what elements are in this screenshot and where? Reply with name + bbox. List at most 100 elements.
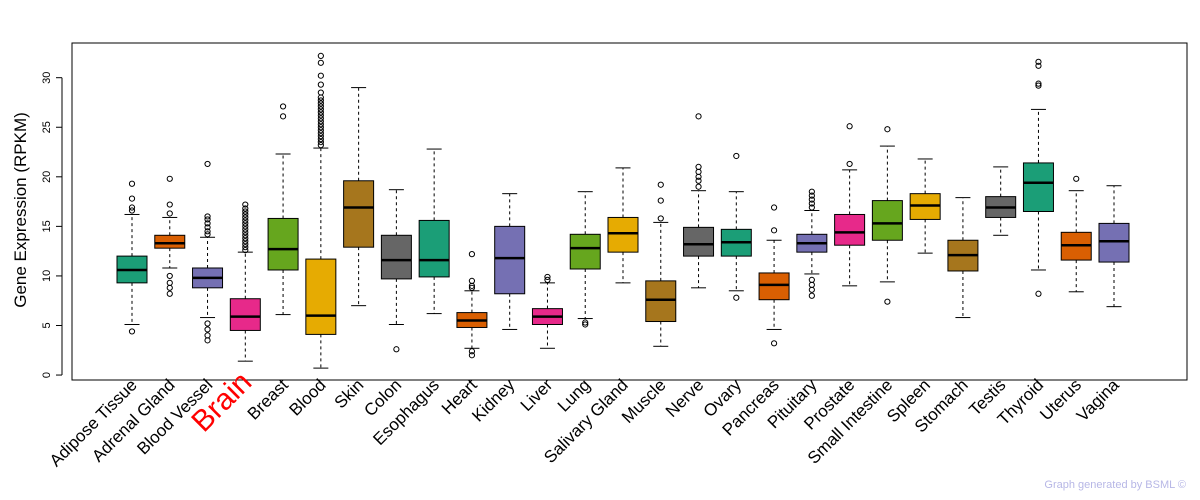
box-5 [305,258,337,335]
credit-text: Graph generated by BSML © [1044,479,1186,491]
outlier-point [808,276,815,283]
outlier-point [242,223,249,230]
outlier-point [166,175,173,182]
y-tick-label-3: 15 [41,220,53,232]
box-group-10 [494,193,526,330]
outlier-point [657,181,664,188]
outlier-point [317,133,324,140]
box-group-1 [154,175,186,297]
outlier-point [128,195,136,202]
outlier-point [808,192,815,199]
box-4 [267,217,299,271]
x-tick-label-11: Liver [517,375,557,415]
outlier-point [1035,80,1042,87]
outlier-point [317,103,324,110]
outlier-point [317,112,324,119]
outlier-point [544,276,551,283]
box-group-4 [267,103,299,316]
box-group-5 [305,52,337,369]
outlier-point [128,204,136,211]
outlier-point [242,235,249,242]
outlier-point [544,273,551,281]
x-tick-label-5: Blood [285,375,329,419]
box-13 [607,216,639,253]
outlier-point [695,168,702,175]
y-axis: 0 5 10 15 20 25 30 [41,72,63,378]
outlier-point [242,247,249,254]
plot-frame [71,42,1188,381]
box-group-20 [871,126,903,305]
box-group-19 [834,123,866,287]
x-tick-label-10: Kidney [468,375,519,426]
outlier-point [317,89,324,96]
outlier-point [317,115,324,122]
outlier-point [733,294,740,301]
outlier-point [317,130,324,137]
outlier-point [846,160,853,168]
box-14 [645,280,677,323]
outlier-point [468,348,476,355]
outlier-point [582,319,589,326]
box-6 [343,180,375,248]
box-group-18 [796,188,828,299]
y-tick-label-2: 10 [41,270,53,282]
box-19 [834,213,866,246]
outlier-point [770,340,778,347]
outlier-point [242,244,249,251]
outlier-point [1035,82,1042,89]
box-group-23 [985,166,1017,236]
outlier-point [166,201,173,208]
outlier-point [128,180,136,187]
box-group-3 [229,201,261,362]
outlier-point [884,298,891,305]
box-group-9 [456,251,488,359]
box-group-0 [116,180,148,335]
outlier-point [317,141,324,149]
outlier-point [242,214,249,221]
box-group-17 [758,204,790,347]
outlier-point [204,160,211,168]
outlier-point [317,124,324,131]
box-3 [229,298,261,331]
outlier-point [166,210,173,217]
box-group-11 [531,273,563,349]
box-group-14 [645,181,677,347]
outlier-point [657,197,664,204]
box-24 [1022,162,1054,213]
box-group-26 [1098,185,1130,308]
outlier-point [808,292,815,299]
y-tick-label-4: 20 [41,171,53,183]
box-group-22 [947,197,979,319]
outlier-point [204,231,211,238]
outlier-point [204,337,211,344]
outlier-point [317,109,324,116]
outlier-point [128,207,136,214]
outlier-point [695,183,702,190]
outlier-point [1035,290,1042,297]
outlier-point [808,204,815,211]
outlier-point [204,224,211,231]
box-group-13 [607,167,639,284]
outlier-point [166,290,173,297]
outlier-point [242,208,249,215]
outlier-point [242,226,249,233]
outlier-point [317,100,324,107]
outlier-point [166,284,173,291]
outlier-point [242,205,249,212]
outlier-point [166,272,173,280]
outlier-point [166,279,173,286]
outlier-point [204,320,211,327]
box-group-16 [720,152,752,301]
outlier-point [204,220,211,227]
outlier-point [808,196,815,203]
outlier-point [317,121,324,128]
outlier-point [808,200,815,207]
outlier-point [204,332,211,339]
outlier-point [242,211,249,218]
box-group-8 [418,148,450,315]
boxplot-series [116,52,1130,369]
outlier-point [242,238,249,245]
outlier-point [317,81,324,88]
outlier-point [128,328,136,335]
